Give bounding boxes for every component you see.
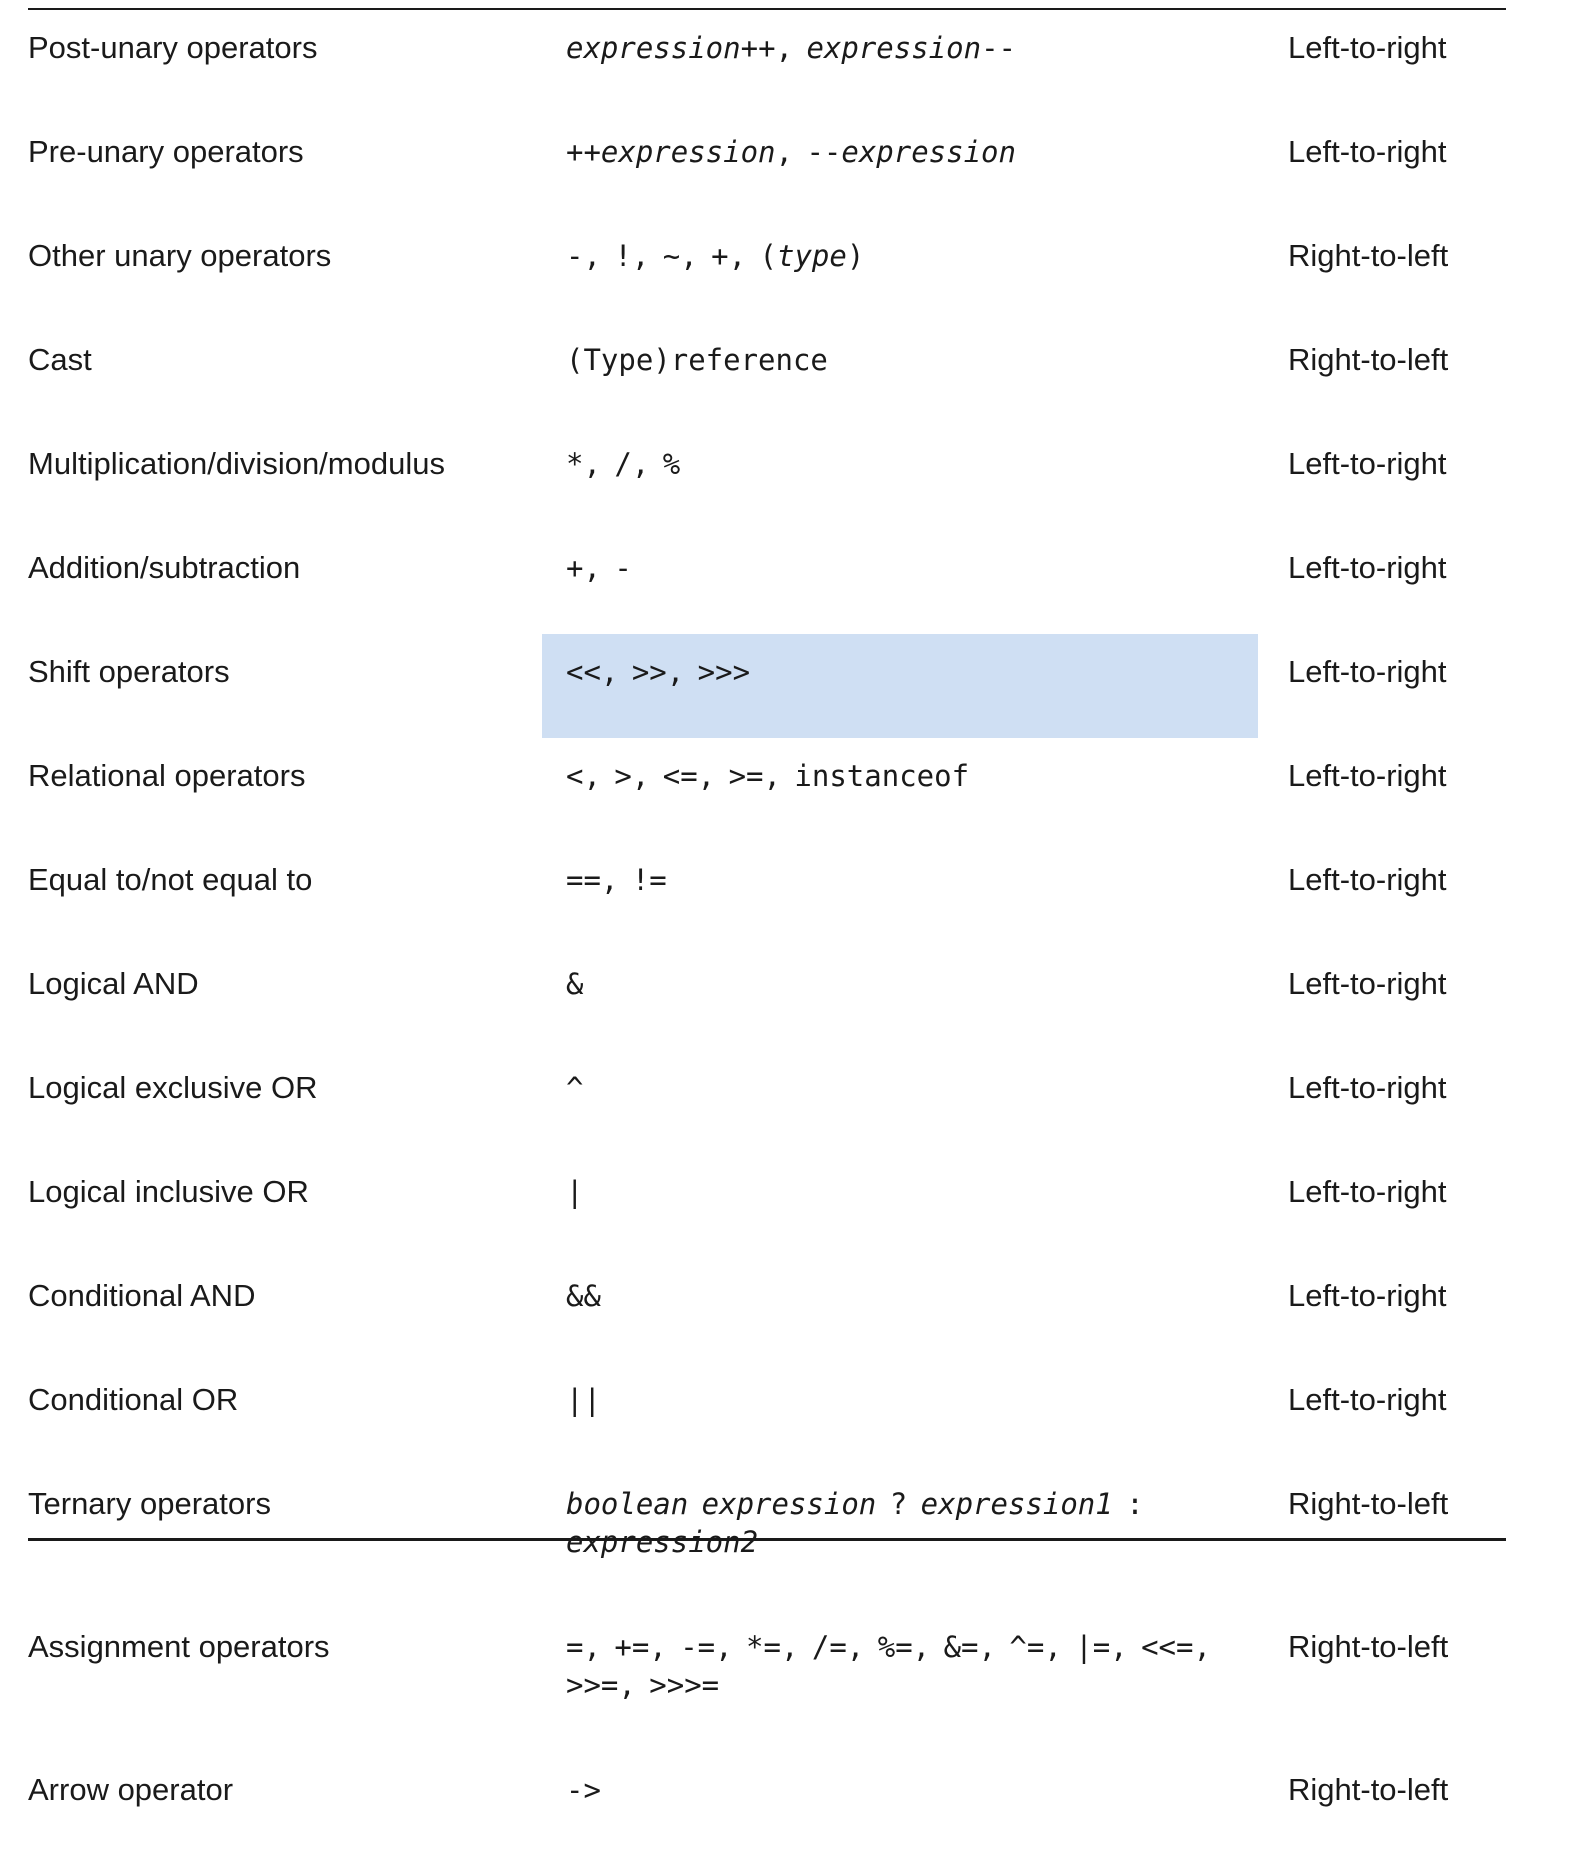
operator-symbols: &&: [566, 1279, 601, 1313]
table-row: Ternary operators boolean expression ? ex…: [28, 1466, 1506, 1609]
operator-symbols: &: [566, 967, 584, 1001]
operator-symbols: (Type)reference: [566, 343, 828, 377]
table-row: Addition/subtraction +, - Left-to-right: [28, 530, 1506, 634]
associativity: Right-to-left: [1288, 238, 1449, 273]
table-row: Relational operators <, >, <=, >=, instan…: [28, 738, 1506, 842]
associativity: Right-to-left: [1288, 342, 1449, 377]
table-row: Assignment operators =, +=, -=, *=, /=, %…: [28, 1609, 1506, 1752]
associativity: Left-to-right: [1288, 1278, 1447, 1313]
table-row: Logical inclusive OR | Left-to-right: [28, 1154, 1506, 1258]
operator-category: Conditional OR: [28, 1382, 239, 1417]
operator-symbols: boolean expression ? expression1 : expre…: [566, 1487, 1144, 1559]
associativity: Left-to-right: [1288, 550, 1447, 585]
operator-symbols: =, +=, -=, *=, /=, %=, &=, ^=, |=, <<=, …: [566, 1630, 1211, 1702]
table-row: Other unary operators -, !, ~, +, (type) R…: [28, 218, 1506, 322]
associativity: Left-to-right: [1288, 1174, 1447, 1209]
operator-symbols: ->: [566, 1773, 601, 1807]
table-row: Multiplication/division/modulus *, /, % Le…: [28, 426, 1506, 530]
operator-category: Logical AND: [28, 966, 199, 1001]
operator-category: Multiplication/division/modulus: [28, 446, 445, 481]
associativity: Left-to-right: [1288, 134, 1447, 169]
associativity: Left-to-right: [1288, 966, 1447, 1001]
operator-category: Logical exclusive OR: [28, 1070, 318, 1105]
operator-symbols: <<, >>, >>>: [542, 634, 1258, 738]
associativity: Left-to-right: [1288, 862, 1447, 897]
operator-symbols: |: [566, 1175, 584, 1209]
operator-symbols: *, /, %: [566, 447, 681, 481]
operator-category: Arrow operator: [28, 1772, 234, 1807]
table-row: Post-unary operators expression++, expres…: [28, 10, 1506, 114]
operator-category: Addition/subtraction: [28, 550, 301, 585]
associativity: Right-to-left: [1288, 1772, 1449, 1807]
associativity: Left-to-right: [1288, 758, 1447, 793]
operator-symbols: ^: [566, 1071, 584, 1105]
associativity: Right-to-left: [1288, 1629, 1449, 1664]
operator-category: Cast: [28, 342, 92, 377]
operator-category: Pre-unary operators: [28, 134, 304, 169]
operator-symbols: ++expression, --expression: [566, 135, 1016, 169]
operator-symbols: <, >, <=, >=, instanceof: [566, 759, 970, 793]
operator-category: Conditional AND: [28, 1278, 256, 1313]
operator-symbols: +, -: [566, 551, 632, 585]
operator-symbols: ||: [566, 1383, 601, 1417]
table-bottom-rule: [28, 1538, 1506, 1541]
associativity: Left-to-right: [1288, 1070, 1447, 1105]
table-row: Conditional OR || Left-to-right: [28, 1362, 1506, 1466]
operator-category: Ternary operators: [28, 1486, 271, 1521]
operator-table: Post-unary operators expression++, expres…: [28, 10, 1506, 1853]
table-row: Cast (Type)reference Right-to-left: [28, 322, 1506, 426]
table-row: Shift operators <<, >>, >>> Left-to-right: [28, 634, 1506, 738]
table-row: Logical AND & Left-to-right: [28, 946, 1506, 1050]
associativity: Left-to-right: [1288, 654, 1447, 689]
operator-category: Shift operators: [28, 654, 230, 689]
associativity: Left-to-right: [1288, 1382, 1447, 1417]
operator-category: Relational operators: [28, 758, 306, 793]
operator-symbols: -, !, ~, +, (type): [566, 239, 865, 273]
operator-category: Post-unary operators: [28, 30, 318, 65]
operator-symbols: ==, !=: [566, 863, 667, 897]
table-row: Conditional AND && Left-to-right: [28, 1258, 1506, 1362]
table-top-rule: [28, 8, 1506, 10]
table-row: Equal to/not equal to ==, != Left-to-right: [28, 842, 1506, 946]
table-row: Pre-unary operators ++expression, --expre…: [28, 114, 1506, 218]
operator-symbols: expression++, expression--: [566, 31, 1016, 65]
operator-category: Equal to/not equal to: [28, 862, 313, 897]
operator-category: Other unary operators: [28, 238, 332, 273]
table-row: Arrow operator -> Right-to-left: [28, 1752, 1506, 1853]
operator-category: Assignment operators: [28, 1629, 330, 1664]
associativity: Left-to-right: [1288, 446, 1447, 481]
operator-category: Logical inclusive OR: [28, 1174, 309, 1209]
associativity: Left-to-right: [1288, 30, 1447, 65]
table-row: Logical exclusive OR ^ Left-to-right: [28, 1050, 1506, 1154]
associativity: Right-to-left: [1288, 1486, 1449, 1521]
